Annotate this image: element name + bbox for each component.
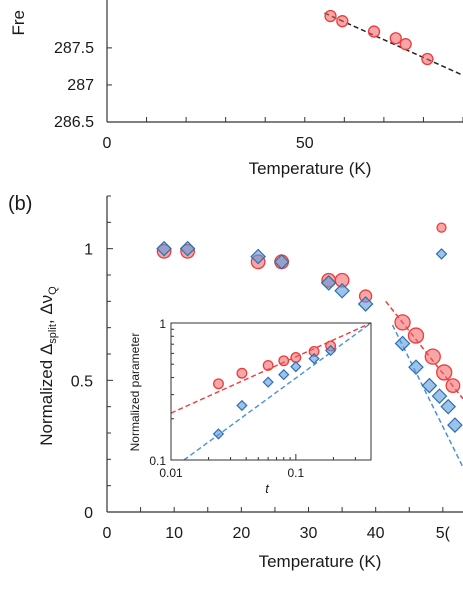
inset-diamond-point xyxy=(290,361,302,373)
inset-diamond-point xyxy=(278,368,290,381)
panel-b-xtick-label: 40 xyxy=(367,525,385,542)
panel-a: Fre Temperature (K) 287.5 287 286.5 0 50 xyxy=(9,0,463,178)
panel-b-diamond-point xyxy=(273,253,290,270)
inset-xtick-label: 0.1 xyxy=(287,466,304,480)
panel-a-xlabel: Temperature (K) xyxy=(249,159,372,178)
inset-background xyxy=(171,323,371,460)
panel-a-xtick-label: 0 xyxy=(103,135,112,152)
panel-b-diamond-point xyxy=(334,282,350,299)
inset-axes: 0.01 0.110.1 xyxy=(149,317,372,480)
panel-a-ytick-label: 287.5 xyxy=(54,40,94,57)
panel-b-diamond-point xyxy=(435,248,448,260)
panel-b-ytick-label: 1 xyxy=(84,242,93,259)
panel-a-point xyxy=(399,38,412,51)
panel-b-diamond-point xyxy=(394,335,411,352)
panel-b-diamond-point xyxy=(156,240,172,257)
panel-b-diamond-point xyxy=(431,388,448,404)
panel-b-diamond-point xyxy=(179,240,196,257)
panel-b-circle-point xyxy=(445,378,461,394)
panel-a-ytick-label: 286.5 xyxy=(54,114,94,131)
inset-ylabel: Normalized parameter xyxy=(128,333,142,452)
panel-b-ylabel-mid: , Δν xyxy=(37,295,56,324)
inset-circle-point xyxy=(278,355,290,367)
panel-a-xtick-label: 50 xyxy=(296,135,314,152)
inset-ytick-label: 0.1 xyxy=(149,454,166,468)
panel-a-markers xyxy=(324,9,434,66)
panel-a-point xyxy=(389,32,402,45)
panel-b-ylabel-sub2: Q xyxy=(47,286,59,295)
panel-b-xtick-label: 10 xyxy=(165,525,183,542)
panel-b-axes: 1 0.5 00 10 20 30 40 5( xyxy=(71,195,463,542)
panel-a-ylabel: Fre xyxy=(9,10,28,36)
panel-b-ylabel: Normalized Δsplit, ΔνQ xyxy=(37,286,59,446)
panel-b-diamond-point xyxy=(421,377,438,394)
inset-diamond-point xyxy=(212,428,225,440)
panel-b-diamond-point xyxy=(408,359,424,376)
panel-b-xtick-label: 0 xyxy=(103,525,112,542)
panel-b-diamond-point xyxy=(440,398,457,415)
inset-circle-point xyxy=(262,359,274,371)
inset-fit xyxy=(183,322,372,461)
panel-b-circle-point xyxy=(424,348,441,365)
panel-b-ylabel-sub1: split xyxy=(47,324,59,344)
panel-b-xlabel: Temperature (K) xyxy=(259,552,382,571)
panel-a-ytick-label: 287 xyxy=(67,77,94,94)
panel-b-xtick-label: 20 xyxy=(232,525,250,542)
panel-b-diamond-point xyxy=(447,417,463,433)
inset-circle-point xyxy=(213,378,224,390)
inset-xlabel: t xyxy=(265,481,270,496)
panel-b-circle-point xyxy=(436,222,447,233)
panel-b-xtick-label: 5( xyxy=(436,525,451,542)
inset-diamond-point xyxy=(308,352,320,365)
panel-a-point xyxy=(367,25,381,38)
panel-b-ytick-label: 0 xyxy=(84,505,93,522)
inset: 0.01 0.110.1 Normalized parameter t xyxy=(128,317,372,496)
panel-b-xtick-label: 30 xyxy=(300,525,318,542)
panel-b-circle-point xyxy=(436,364,453,381)
inset-fit-lines xyxy=(170,322,372,461)
panel-b-label: (b) xyxy=(8,193,32,215)
panel-b-diamond-point xyxy=(250,248,266,265)
panel-b-diamond-point xyxy=(357,296,374,312)
panel-b-circle-point xyxy=(407,327,425,344)
inset-fit xyxy=(170,322,372,414)
panel-b: (b) Temperature (K) Normalized Δsplit, Δ… xyxy=(8,193,463,571)
panel-a-axes: 287.5 287 286.5 0 50 xyxy=(54,0,463,152)
inset-ytick-label: 1 xyxy=(159,317,166,331)
panel-b-markers xyxy=(156,222,463,433)
inset-diamond-point xyxy=(236,399,248,412)
inset-xtick-label: 0.01 xyxy=(159,466,183,480)
inset-circle-point xyxy=(290,352,302,363)
panel-b-ytick-label: 0.5 xyxy=(71,373,93,390)
inset-circle-point xyxy=(236,367,248,379)
inset-diamond-point xyxy=(262,376,274,388)
panel-a-point xyxy=(421,52,434,66)
panel-b-ylabel-main: Normalized Δ xyxy=(37,344,56,446)
panel-a-point xyxy=(336,15,349,28)
inset-diamond-point xyxy=(324,344,337,357)
inset-frame xyxy=(170,322,372,461)
panel-b-diamond-point xyxy=(320,275,337,291)
inset-markers xyxy=(212,340,337,440)
panel-b-circle-point xyxy=(394,314,411,331)
panel-a-point xyxy=(324,9,337,23)
